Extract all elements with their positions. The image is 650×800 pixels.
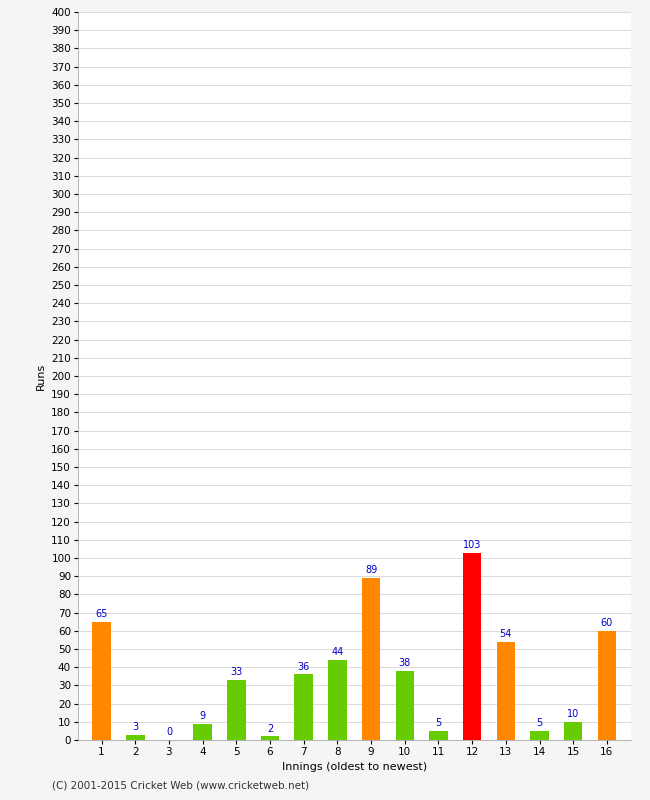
Text: 36: 36 bbox=[298, 662, 310, 672]
X-axis label: Innings (oldest to newest): Innings (oldest to newest) bbox=[281, 762, 427, 773]
Text: 9: 9 bbox=[200, 711, 205, 721]
Text: 5: 5 bbox=[436, 718, 441, 728]
Text: 3: 3 bbox=[132, 722, 138, 732]
Bar bbox=[126, 734, 144, 740]
Bar bbox=[564, 722, 582, 740]
Bar bbox=[261, 736, 280, 740]
Text: 54: 54 bbox=[500, 629, 512, 639]
Text: 65: 65 bbox=[96, 609, 108, 619]
Bar bbox=[294, 674, 313, 740]
Text: 33: 33 bbox=[230, 667, 242, 678]
Text: 2: 2 bbox=[267, 724, 273, 734]
Bar bbox=[328, 660, 346, 740]
Text: 10: 10 bbox=[567, 709, 579, 719]
Bar bbox=[395, 671, 414, 740]
Bar bbox=[530, 731, 549, 740]
Bar bbox=[194, 724, 212, 740]
Bar bbox=[497, 642, 515, 740]
Y-axis label: Runs: Runs bbox=[36, 362, 46, 390]
Bar bbox=[463, 553, 482, 740]
Bar bbox=[92, 622, 111, 740]
Text: 60: 60 bbox=[601, 618, 613, 628]
Bar bbox=[362, 578, 380, 740]
Bar bbox=[597, 630, 616, 740]
Text: 0: 0 bbox=[166, 727, 172, 738]
Text: 5: 5 bbox=[536, 718, 543, 728]
Text: 103: 103 bbox=[463, 540, 482, 550]
Text: (C) 2001-2015 Cricket Web (www.cricketweb.net): (C) 2001-2015 Cricket Web (www.cricketwe… bbox=[52, 781, 309, 790]
Bar bbox=[227, 680, 246, 740]
Bar bbox=[429, 731, 448, 740]
Text: 89: 89 bbox=[365, 566, 377, 575]
Text: 38: 38 bbox=[398, 658, 411, 668]
Text: 44: 44 bbox=[332, 647, 344, 657]
